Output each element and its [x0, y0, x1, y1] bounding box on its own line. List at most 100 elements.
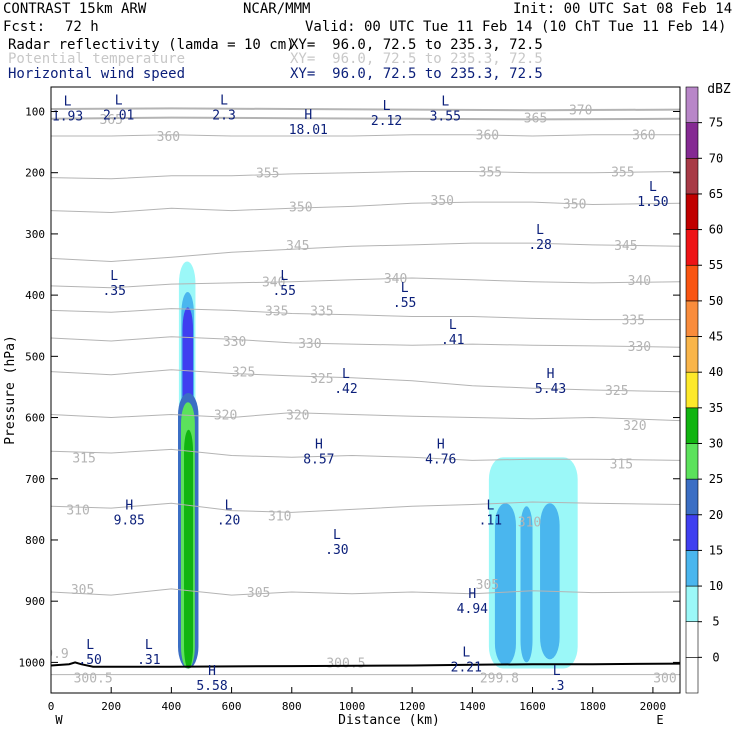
- wind-extremum-value-22: .31: [137, 653, 160, 668]
- terrain-surface: [51, 661, 680, 668]
- theta-label-14: 320: [286, 408, 309, 423]
- wind-extremum-letter-22: L: [145, 638, 153, 653]
- wind-extremum-value-10: .55: [393, 296, 416, 311]
- theta-contour-310: [51, 501, 680, 513]
- wind-extremum-value-7: .28: [528, 238, 551, 253]
- dbz-colorbar: 0 5 10 15 20 25 30 35 40 45 50 55 60 65 70 75: [685, 86, 723, 694]
- theta-label-35: 355: [611, 165, 634, 180]
- colorbar-bin-9: [685, 336, 699, 373]
- y-tick-label-600: 600: [25, 412, 45, 425]
- wind-extremum-value-21: .50: [78, 653, 101, 668]
- wind-extremum-value-5: 3.55: [430, 109, 461, 124]
- colorbar-bin-13: [685, 193, 699, 230]
- theta-label-30: 350: [289, 200, 312, 215]
- wind-extremum-letter-24: L: [462, 645, 470, 660]
- y-tick-label-700: 700: [25, 473, 45, 486]
- colorbar-label-50: 50: [709, 294, 723, 308]
- theta-contour-330: [51, 336, 680, 348]
- theta-label-20: 330: [298, 337, 321, 352]
- colorbar-bin-11: [685, 264, 699, 302]
- theta-label-27: 340: [628, 274, 651, 289]
- theta-label-26: 340: [384, 272, 407, 287]
- x-tick-label-200: 200: [101, 700, 121, 713]
- colorbar-bin-1: [685, 621, 699, 658]
- wind-extremum-letter-20: H: [468, 587, 476, 602]
- colorbar-label-30: 30: [709, 436, 723, 450]
- wind-extremum-value-25: .3: [549, 679, 565, 694]
- colorbar-label-40: 40: [709, 365, 723, 379]
- theta-label-17: 325: [310, 372, 333, 387]
- theta-label-19: 330: [223, 335, 246, 350]
- theta-contour-345: [51, 242, 680, 263]
- theta-label-39: 365: [99, 113, 122, 128]
- y-axis-title: Pressure (hPa): [3, 335, 18, 445]
- wind-extremum-letter-11: L: [449, 318, 457, 333]
- forecast-hour: 72 h: [65, 19, 99, 35]
- theta-contour-305: [51, 588, 680, 596]
- colorbar-label-65: 65: [709, 187, 723, 201]
- wind-extremum-letter-6: L: [649, 180, 657, 195]
- theta-label-4: 9.9: [45, 647, 68, 662]
- theta-label-36: 360: [157, 130, 180, 145]
- theta-label-24: 335: [622, 314, 645, 329]
- theta-label-11: 315: [72, 451, 95, 466]
- wind-extremum-letter-21: L: [86, 638, 94, 653]
- theta-label-25: 340: [262, 276, 285, 291]
- colorbar-label-60: 60: [709, 223, 723, 237]
- wind-extremum-value-15: 4.76: [425, 452, 456, 467]
- theta-label-16: 325: [232, 366, 255, 381]
- wind-extremum-letter-13: H: [547, 367, 555, 382]
- colorbar-bin-7: [685, 407, 699, 444]
- theta-label-12: 315: [610, 457, 633, 472]
- theta-contour-315: [51, 448, 680, 461]
- y-tick-label-400: 400: [25, 289, 45, 302]
- reflectivity-cell-9: [540, 503, 560, 660]
- field-wind-xy: XY= 96.0, 72.5 to 235.3, 72.5: [290, 66, 543, 82]
- theta-contour-365: [51, 116, 680, 121]
- y-tick-label-500: 500: [25, 350, 45, 363]
- theta-label-9: 310: [268, 509, 291, 524]
- colorbar-bin-16: [685, 86, 699, 123]
- reflectivity-field: [178, 261, 578, 669]
- theta-label-1: 300.5: [326, 656, 365, 671]
- colorbar-bin-6: [685, 443, 699, 480]
- wind-extremum-letter-17: L: [225, 498, 233, 513]
- wind-extremum-letter-12: L: [342, 367, 350, 382]
- x-tick-label-2000: 2000: [640, 700, 667, 713]
- theta-label-22: 335: [265, 304, 288, 319]
- colorbar-label-15: 15: [709, 543, 723, 557]
- wind-extremum-value-16: 9.85: [114, 513, 145, 528]
- wind-extremum-letter-14: H: [315, 437, 323, 452]
- wind-extremum-letter-3: H: [304, 108, 312, 123]
- x-tick-label-800: 800: [282, 700, 302, 713]
- wind-extremum-value-6: 1.50: [637, 195, 668, 210]
- colorbar-label-45: 45: [709, 330, 723, 344]
- wind-extremum-value-23: 5.58: [196, 679, 227, 694]
- colorbar-bin-4: [685, 514, 699, 551]
- theta-label-2: 299.8: [480, 672, 519, 687]
- wind-extremum-value-20: 4.94: [457, 602, 488, 617]
- wind-extremum-letter-9: L: [280, 269, 288, 284]
- west-label: W: [55, 713, 63, 727]
- theta-label-29: 345: [614, 239, 637, 254]
- x-tick-label-1800: 1800: [579, 700, 606, 713]
- theta-label-15: 320: [623, 419, 646, 434]
- theta-label-38: 360: [632, 129, 655, 144]
- theta-label-5: 305: [71, 583, 94, 598]
- x-tick-label-1200: 1200: [399, 700, 426, 713]
- theta-label-33: 355: [256, 167, 279, 182]
- y-axis: 100 200 300 400 500 600 700 800 900 1000: [19, 105, 680, 669]
- wind-extremum-letter-4: L: [383, 99, 391, 114]
- theta-contour-370: [51, 107, 680, 112]
- field-reflectivity-name: Radar reflectivity (lamda = 10 cm): [8, 37, 295, 53]
- wind-extremum-value-11: .41: [441, 333, 464, 348]
- theta-label-7: 305: [476, 578, 499, 593]
- y-tick-label-200: 200: [25, 167, 45, 180]
- x-tick-label-1000: 1000: [339, 700, 366, 713]
- y-tick-label-900: 900: [25, 595, 45, 608]
- wind-extremum-value-12: .42: [334, 382, 357, 397]
- theta-label-40: 365: [524, 112, 547, 127]
- reflectivity-cell-7: [494, 503, 516, 666]
- theta-label-3: 300: [653, 672, 676, 687]
- wind-extremum-value-8: .35: [102, 284, 125, 299]
